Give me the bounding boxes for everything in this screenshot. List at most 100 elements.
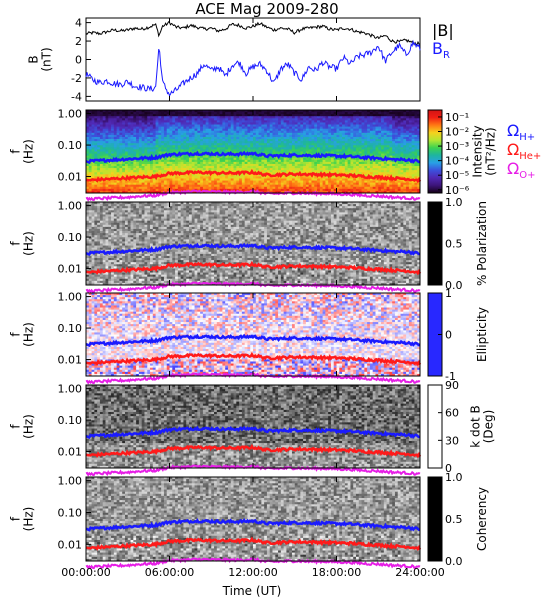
heatmap-cell [311, 126, 315, 130]
heatmap-cell [191, 166, 195, 169]
heatmap-cell [141, 170, 145, 173]
heatmap-cell [105, 114, 109, 117]
heatmap-cell [244, 163, 248, 167]
heatmap-cell [122, 174, 126, 177]
heatmap-cell [397, 132, 401, 136]
heatmap-cell [97, 174, 101, 177]
heatmap-cell [280, 161, 285, 165]
heatmap-cell [116, 116, 120, 119]
heatmap-cell [99, 118, 104, 121]
heatmap-cell [291, 180, 296, 184]
heatmap-cell [188, 186, 193, 190]
heatmap-cell [291, 155, 296, 159]
heatmap-cell [225, 184, 229, 188]
heatmap-cell [119, 122, 123, 125]
heatmap-cell [161, 147, 165, 150]
heatmap-cell [347, 110, 351, 113]
heatmap-cell [122, 124, 126, 128]
heatmap-cell [225, 110, 229, 113]
heatmap-cell [411, 116, 415, 119]
heatmap-cell [381, 170, 385, 173]
heatmap-cell [339, 112, 343, 115]
heatmap-cell [152, 132, 156, 136]
heatmap-cell [322, 149, 326, 152]
heatmap-cell [130, 116, 134, 119]
heatmap-cell [392, 130, 396, 134]
heatmap-cell [188, 178, 193, 181]
heatmap-cell [102, 147, 106, 150]
heatmap-cell [286, 136, 290, 140]
heatmap-cell [141, 168, 145, 171]
heatmap-cell [136, 130, 140, 134]
heatmap-cell [392, 143, 396, 146]
heatmap-cell [152, 110, 156, 113]
heatmap-cell [200, 155, 204, 159]
heatmap-cell [244, 128, 248, 132]
heatmap-cell [414, 168, 418, 171]
heatmap-cell [205, 159, 209, 163]
heatmap-cell [130, 184, 134, 188]
heatmap-cell [414, 155, 418, 159]
heatmap-cell [250, 126, 254, 130]
heatmap-cell [122, 145, 126, 148]
heatmap-cell [202, 145, 207, 148]
heatmap-cell [303, 182, 307, 186]
heatmap-cell [411, 126, 415, 130]
heatmap-cell [339, 136, 343, 140]
heatmap-cell [300, 114, 304, 117]
heatmap-cell [361, 134, 365, 138]
heatmap-cell [266, 122, 271, 125]
heatmap-cell [303, 149, 307, 152]
heatmap-cell [339, 202, 343, 205]
heatmap-cell [336, 176, 340, 179]
heatmap-cell [119, 124, 123, 128]
heatmap-cell [255, 184, 259, 188]
heatmap-cell [303, 202, 307, 205]
heatmap-cell [230, 145, 234, 148]
heatmap-cell [253, 114, 257, 117]
heatmap-cell [175, 110, 179, 113]
heatmap-cell [342, 182, 346, 186]
heatmap-cell [175, 130, 179, 134]
heatmap-cell [383, 186, 387, 190]
heatmap-cell [152, 151, 156, 154]
heatmap-cell [191, 112, 195, 115]
heatmap-cell [152, 190, 156, 193]
heatmap-cell [180, 149, 184, 152]
heatmap-cell [216, 147, 220, 150]
heatmap-cell [386, 124, 390, 128]
heatmap-cell [239, 174, 243, 177]
heatmap-cell [111, 186, 115, 190]
heatmap-cell [305, 116, 310, 119]
heatmap-cell [111, 151, 115, 154]
heatmap-cell [305, 157, 310, 161]
heatmap-cell [205, 168, 209, 171]
heatmap-cell [319, 178, 323, 181]
heatmap-cell [317, 114, 321, 117]
heatmap-cell [286, 126, 290, 130]
heatmap-cell [389, 122, 393, 125]
heatmap-cell [144, 182, 148, 186]
heatmap-cell [136, 202, 140, 205]
heatmap-cell [272, 190, 276, 193]
heatmap-cell [88, 128, 92, 132]
heatmap-cell [86, 120, 90, 123]
heatmap-cell [294, 184, 298, 188]
heatmap-cell [86, 180, 90, 184]
heatmap-cell [394, 202, 399, 205]
heatmap-cell [336, 202, 340, 205]
heatmap-cell [392, 153, 396, 157]
heatmap-cell [397, 202, 401, 205]
heatmap-cell [175, 188, 179, 192]
heatmap-cell [317, 188, 321, 192]
heatmap-cell [294, 136, 298, 140]
heatmap-cell [275, 168, 279, 171]
heatmap-cell [158, 188, 162, 192]
heatmap-cell [333, 116, 337, 119]
heatmap-cell [386, 182, 390, 186]
heatmap-cell [325, 149, 329, 152]
heatmap-cell [406, 170, 410, 173]
heatmap-cell [300, 130, 304, 134]
heatmap-cell [400, 190, 404, 193]
heatmap-cell [208, 130, 212, 134]
